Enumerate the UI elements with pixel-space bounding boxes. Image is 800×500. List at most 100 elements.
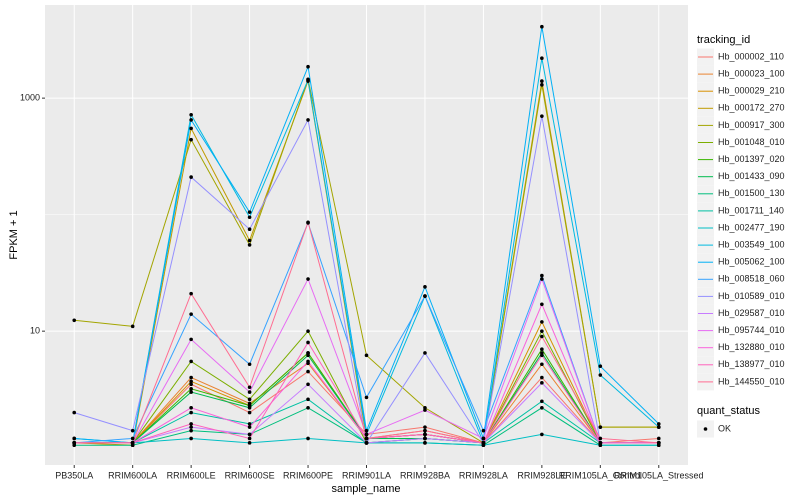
data-point xyxy=(247,436,252,441)
data-point xyxy=(306,118,310,122)
data-point xyxy=(189,390,193,394)
data-point xyxy=(540,381,544,385)
data-point xyxy=(189,428,193,433)
x-tick-label: RRIM600PE xyxy=(283,470,333,480)
legend-label: OK xyxy=(718,423,731,433)
data-point xyxy=(481,428,486,433)
data-point xyxy=(306,436,310,441)
data-point xyxy=(247,432,252,437)
data-point xyxy=(364,436,369,441)
legend-label: Hb_000023_100 xyxy=(718,68,785,78)
data-point xyxy=(247,410,252,415)
data-point xyxy=(540,79,544,83)
data-point xyxy=(72,318,77,323)
data-point xyxy=(423,441,427,445)
data-point xyxy=(247,210,252,214)
data-point xyxy=(540,24,544,29)
data-point xyxy=(423,351,427,355)
data-point xyxy=(306,359,310,364)
x-tick-label: RRIM600LE xyxy=(167,470,216,480)
data-point xyxy=(540,347,544,352)
data-point xyxy=(598,436,603,441)
legend-label: Hb_132880_010 xyxy=(718,342,785,352)
data-point xyxy=(540,302,544,307)
data-point xyxy=(598,364,603,369)
data-point xyxy=(656,422,661,426)
legend-label: Hb_029587_010 xyxy=(718,308,785,318)
data-point xyxy=(130,324,135,329)
data-point xyxy=(540,362,544,367)
data-point xyxy=(540,399,544,404)
data-point xyxy=(72,436,77,441)
data-point xyxy=(247,425,252,429)
legend-label: Hb_001711_140 xyxy=(718,205,784,215)
data-point xyxy=(540,83,544,87)
data-point xyxy=(423,436,427,441)
x-tick-label: RRIM600SE xyxy=(225,470,275,480)
data-point xyxy=(247,362,252,367)
data-point xyxy=(306,277,310,281)
x-axis-label: sample_name xyxy=(331,483,400,495)
legend-label: Hb_008518_060 xyxy=(718,274,785,284)
data-point xyxy=(247,385,252,390)
x-tick-label: PB350LA xyxy=(55,470,93,480)
legend-label: Hb_001433_090 xyxy=(718,171,785,181)
legend-label: Hb_010589_010 xyxy=(718,291,785,301)
x-tick-label: RRIM928LE xyxy=(517,470,566,480)
x-tick-label: RRIM928BA xyxy=(400,470,450,480)
data-point xyxy=(247,215,252,220)
data-point xyxy=(247,238,252,243)
data-point xyxy=(247,390,252,394)
legend-label: Hb_095744_010 xyxy=(718,325,785,335)
data-point xyxy=(540,432,544,437)
data-point xyxy=(189,118,193,122)
legend-label: Hb_001500_130 xyxy=(718,188,785,198)
data-point xyxy=(189,410,193,415)
legend-title: quant_status xyxy=(697,405,760,417)
x-tick-label: RRIM901LA xyxy=(342,470,391,480)
data-point xyxy=(540,277,544,281)
data-point xyxy=(364,428,369,433)
x-tick-label: RRIM600LA xyxy=(108,470,157,480)
data-point xyxy=(189,359,193,364)
data-point xyxy=(189,312,193,316)
x-tick-label: RRIM928LA xyxy=(459,470,508,480)
data-point xyxy=(540,405,544,410)
data-point xyxy=(306,369,310,374)
x-tick-label: RRIM105LA_Control xyxy=(559,470,642,480)
data-point xyxy=(306,382,310,387)
data-point xyxy=(189,375,193,380)
data-point xyxy=(247,422,252,426)
data-point xyxy=(540,329,544,333)
data-point xyxy=(656,436,661,441)
data-point xyxy=(247,227,252,232)
legend-label: Hb_005062_100 xyxy=(718,257,785,267)
data-point xyxy=(481,436,486,441)
data-point xyxy=(130,428,135,433)
data-point xyxy=(598,425,603,429)
legend-swatch xyxy=(703,427,708,431)
data-point xyxy=(364,441,369,445)
data-point xyxy=(306,353,310,358)
data-point xyxy=(540,273,544,278)
plot xyxy=(72,24,661,448)
data-point xyxy=(306,78,310,82)
data-point xyxy=(189,425,193,429)
data-point xyxy=(189,291,193,296)
data-point xyxy=(247,243,252,247)
data-point xyxy=(306,329,310,333)
data-point xyxy=(423,294,427,298)
data-point xyxy=(306,405,310,410)
legend-label: Hb_000172_270 xyxy=(718,103,785,113)
data-point xyxy=(540,114,544,118)
data-point xyxy=(306,64,310,69)
data-point xyxy=(364,353,369,358)
data-point xyxy=(540,375,544,380)
data-point xyxy=(656,441,661,445)
data-point xyxy=(189,137,193,142)
data-point xyxy=(306,220,310,225)
data-point xyxy=(247,397,252,402)
data-point xyxy=(423,285,427,289)
data-point xyxy=(364,395,369,400)
data-point xyxy=(189,126,193,131)
